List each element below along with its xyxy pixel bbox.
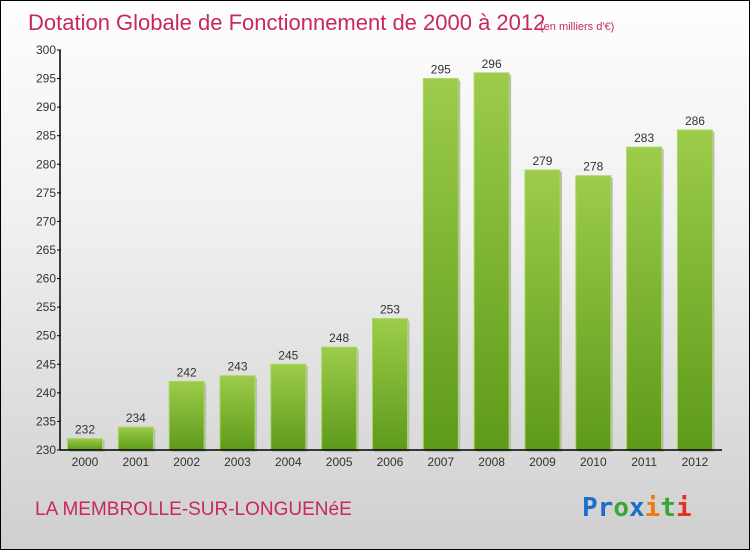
bar-2006 xyxy=(371,318,408,451)
data-label: 234 xyxy=(126,411,146,425)
y-tick-label: 290 xyxy=(36,100,56,114)
data-label: 279 xyxy=(532,154,552,168)
bar-2000 xyxy=(67,438,103,451)
y-tick-label: 285 xyxy=(36,129,56,143)
logo-letter: i xyxy=(645,493,661,523)
bar-2002 xyxy=(168,380,205,451)
chart-subtitle: (en milliers d'€) xyxy=(540,21,614,33)
bar-2003 xyxy=(219,375,256,451)
y-tick-label: 275 xyxy=(36,186,56,200)
data-label: 253 xyxy=(380,303,400,317)
bar-2012 xyxy=(676,129,713,451)
data-label: 283 xyxy=(634,131,654,145)
data-label: 295 xyxy=(431,63,451,77)
y-tick-label: 265 xyxy=(36,243,56,257)
bar-2005 xyxy=(321,346,358,451)
x-tick-label: 2009 xyxy=(529,455,556,469)
x-tick-label: 2001 xyxy=(122,455,149,469)
y-tick-label: 235 xyxy=(36,414,56,428)
bar-2008 xyxy=(473,72,510,451)
logo-letter: o xyxy=(613,493,629,523)
x-tick-label: 2010 xyxy=(580,455,607,469)
x-tick-label: 2008 xyxy=(478,455,505,469)
data-label: 242 xyxy=(177,365,197,379)
bar-2009 xyxy=(524,169,561,451)
bar-2010 xyxy=(575,175,612,451)
y-tick-label: 260 xyxy=(36,272,56,286)
data-label: 296 xyxy=(482,57,502,71)
logo-letter: x xyxy=(629,493,645,523)
y-tick-label: 280 xyxy=(36,157,56,171)
y-tick-label: 245 xyxy=(36,357,56,371)
logo-letter: i xyxy=(676,493,692,523)
logo-letter: r xyxy=(598,493,614,523)
bar-2011 xyxy=(626,146,663,451)
y-tick-label: 270 xyxy=(36,214,56,228)
x-tick-label: 2000 xyxy=(72,455,99,469)
x-tick-label: 2002 xyxy=(173,455,200,469)
place-name: LA MEMBROLLE-SUR-LONGUENéE xyxy=(35,499,352,520)
y-tick-label: 230 xyxy=(36,443,56,457)
y-tick-label: 250 xyxy=(36,329,56,343)
bar-2001 xyxy=(117,426,154,451)
y-tick-label: 300 xyxy=(36,43,56,57)
y-tick-label: 255 xyxy=(36,300,56,314)
data-label: 286 xyxy=(685,114,705,128)
x-tick-label: 2011 xyxy=(631,455,657,469)
data-label: 278 xyxy=(583,160,603,174)
x-tick-label: 2012 xyxy=(682,455,709,469)
chart-title: Dotation Globale de Fonctionnement de 20… xyxy=(28,10,545,35)
logo-letter: P xyxy=(582,493,598,523)
y-tick-label: 240 xyxy=(36,386,56,400)
logo-letter: t xyxy=(660,493,676,523)
x-tick-label: 2007 xyxy=(427,455,454,469)
data-label: 232 xyxy=(75,423,95,437)
bar-2007 xyxy=(422,78,459,451)
data-label: 248 xyxy=(329,331,349,345)
y-tick-label: 295 xyxy=(36,72,56,86)
x-tick-label: 2006 xyxy=(377,455,404,469)
proxiti-logo: Proxiti xyxy=(582,493,692,523)
data-label: 245 xyxy=(278,348,298,362)
data-label: 243 xyxy=(227,360,247,374)
x-tick-label: 2003 xyxy=(224,455,251,469)
x-tick-label: 2005 xyxy=(326,455,353,469)
x-tick-label: 2004 xyxy=(275,455,302,469)
bar-2004 xyxy=(270,363,307,451)
